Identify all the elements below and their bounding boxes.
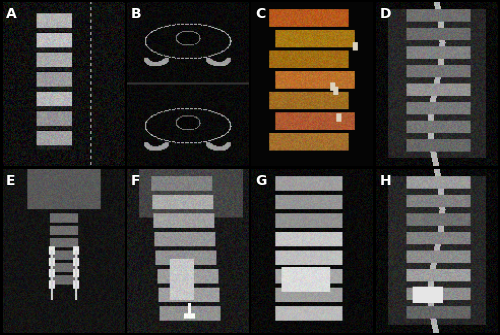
- Text: C: C: [255, 7, 265, 21]
- Text: F: F: [130, 174, 140, 188]
- Text: B: B: [130, 7, 141, 21]
- Text: A: A: [6, 7, 17, 21]
- Text: E: E: [6, 174, 16, 188]
- Text: H: H: [380, 174, 391, 188]
- Text: G: G: [255, 174, 266, 188]
- Text: D: D: [380, 7, 391, 21]
